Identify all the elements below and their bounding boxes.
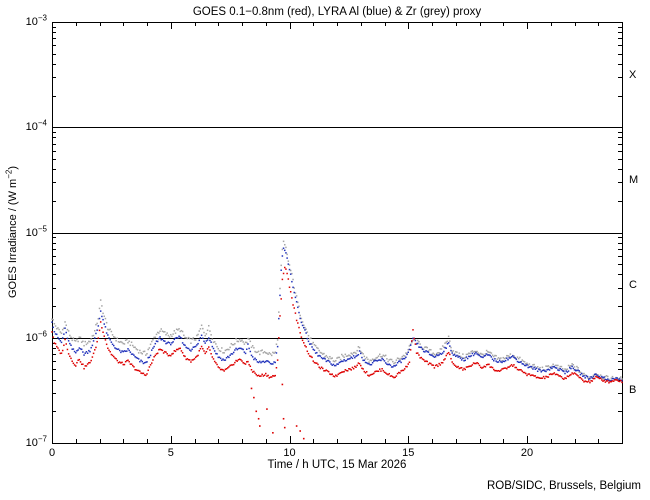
flare-class-label: M <box>629 173 639 186</box>
y-axis-title: GOES Irradiance / (W m−2) <box>4 166 19 298</box>
y-tick-label: 10−4 <box>25 118 47 134</box>
x-tick-label: 20 <box>520 447 534 459</box>
y-tick-label: 10−3 <box>25 13 47 28</box>
y-tick-label: 10−5 <box>25 223 47 239</box>
series-lyra-zr-proxy-grey <box>51 240 623 382</box>
x-tick-label: 0 <box>48 447 56 459</box>
x-tick-label: 10 <box>283 447 296 459</box>
y-tick-label: 10−6 <box>25 329 47 344</box>
outlier-points <box>250 383 305 440</box>
x-tick-label: 5 <box>167 447 174 459</box>
chart-title: GOES 0.1−0.8nm (red), LYRA Al (blue) & Z… <box>192 6 482 18</box>
y-tick-label: 10−7 <box>25 434 47 449</box>
x-tick-label: 15 <box>402 447 415 459</box>
series-goes-0-1-0-8nm-red <box>51 266 623 384</box>
credit-text: ROB/SIDC, Brussels, Belgium <box>486 480 641 492</box>
series-lyra-al-proxy-blue <box>51 247 623 382</box>
y-axis-title-exponent: −2 <box>4 169 14 179</box>
y-axis-title-prefix: GOES Irradiance / (W m <box>7 178 19 298</box>
flare-class-label: B <box>629 384 637 397</box>
flare-class-label: C <box>629 279 637 292</box>
x-axis-title: Time / h UTC, 15 Mar 2026 <box>267 459 407 471</box>
y-axis-title-suffix: ) <box>7 166 19 170</box>
flare-class-label: X <box>629 68 637 81</box>
